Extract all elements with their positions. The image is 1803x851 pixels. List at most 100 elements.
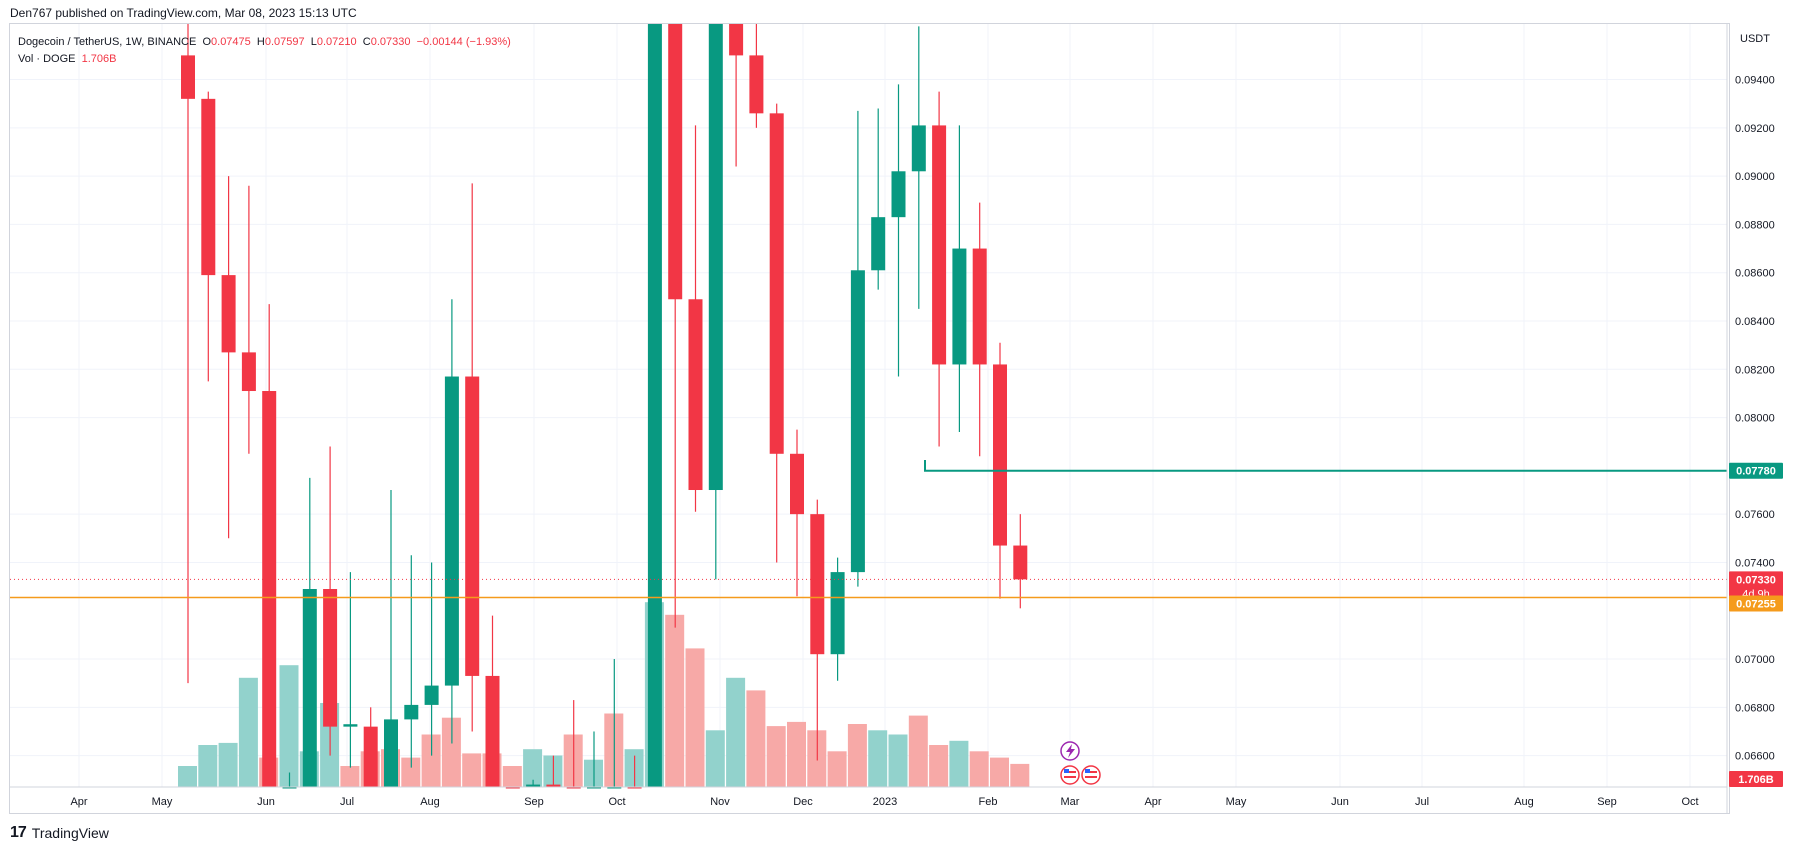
x-tick-label: Nov [710, 796, 730, 808]
flag-stripe [1085, 771, 1097, 773]
volume-bar [868, 730, 888, 787]
volume-price-tag-bg [1729, 771, 1783, 787]
resistance-price-tag: 0.07780 [1736, 466, 1776, 478]
candle-body [343, 724, 358, 727]
x-tick-label: Sep [524, 796, 544, 808]
candle-body [952, 248, 967, 365]
candle-body [972, 248, 987, 365]
x-tick-label: Apr [1144, 796, 1161, 808]
x-tick-label: Jul [1415, 796, 1429, 808]
y-tick-label: 0.09400 [1735, 75, 1775, 87]
us-flag-event-icon [1081, 765, 1101, 785]
candle-body [932, 125, 947, 365]
candle-body [830, 572, 845, 655]
candle-body [444, 376, 459, 686]
lightning-bolt-icon [1066, 744, 1075, 758]
candle-body [181, 55, 195, 99]
candle-body [282, 787, 297, 789]
close-label: C [362, 36, 371, 48]
x-tick-label: Jun [1331, 796, 1349, 808]
y-tick-label: 0.07600 [1735, 509, 1775, 521]
resistance-price-tag-bg [1729, 462, 1783, 479]
volume-bar [665, 614, 685, 787]
candle-body [546, 784, 561, 787]
candle-body [607, 787, 622, 789]
volume-bar [787, 721, 806, 787]
candle-body [384, 719, 398, 787]
candle-body [708, 24, 723, 491]
x-tick-label: Oct [608, 796, 625, 808]
chart-legend: Dogecoin / TetherUS, 1W, BINANCE O0.0747… [18, 34, 511, 68]
volume-bar [178, 766, 197, 787]
candle-body [221, 275, 236, 353]
candle-body [627, 787, 642, 789]
y-tick-label: 0.08400 [1735, 316, 1775, 328]
volume-price-tag: 1.706B [1738, 774, 1774, 786]
y-tick-label: 0.08800 [1735, 219, 1775, 231]
candle-body [1013, 545, 1028, 580]
volume-bar [949, 740, 969, 787]
tradingview-logo-icon: 17 [10, 824, 27, 841]
volume-bar [238, 677, 258, 787]
candle-body [850, 270, 865, 573]
support-price-tag-bg [1729, 595, 1783, 612]
candle-body [323, 589, 338, 727]
flag-canton [1064, 769, 1069, 773]
flag-stripe [1064, 771, 1076, 773]
event-markers [1060, 741, 1101, 785]
volume-bar [929, 745, 949, 787]
volume-bar [401, 757, 421, 787]
y-tick-label: 0.07400 [1735, 557, 1775, 569]
support-price-tag: 0.07255 [1736, 598, 1776, 610]
volume-bar [746, 690, 766, 787]
volume-bar [908, 715, 928, 787]
volume-bar [502, 766, 522, 787]
x-tick-label: Oct [1681, 796, 1698, 808]
candle-body [769, 113, 784, 454]
candle-body [647, 24, 662, 787]
volume-bar [421, 734, 441, 787]
volume-bar [969, 751, 989, 787]
candles [181, 24, 1028, 789]
flag-canton [1085, 769, 1090, 773]
x-tick-label: Jul [340, 796, 354, 808]
candle-body [790, 453, 804, 515]
levels [10, 460, 1727, 599]
candle-body [526, 784, 541, 787]
candle-body [404, 704, 419, 720]
grid [10, 24, 1727, 787]
candle-body [302, 589, 317, 787]
publish-info: Den767 published on TradingView.com, Mar… [10, 6, 357, 20]
volume-bar [705, 730, 725, 787]
axes: 0.09400 0.09200 0.09000 0.08800 0.08600 0.084… [10, 24, 1783, 813]
y-tick-label: 0.08000 [1735, 413, 1775, 425]
brand-name: TradingView [31, 825, 109, 841]
candle-body [485, 675, 500, 787]
x-tick-label: Aug [1514, 796, 1534, 808]
footer-brand[interactable]: 17 TradingView [10, 824, 109, 842]
low-value: 0.07210 [316, 36, 357, 48]
volume-bar [218, 742, 238, 787]
y-tick-label: 0.09200 [1735, 123, 1775, 135]
candle-body [891, 171, 906, 218]
currency-label: USDT [1740, 33, 1770, 45]
volume-bar [279, 665, 299, 787]
y-tick-label: 0.09000 [1735, 171, 1775, 183]
high-label: H [256, 36, 265, 48]
x-tick-label: Jun [257, 796, 275, 808]
candle-body [749, 55, 764, 114]
candle-body [424, 685, 439, 705]
x-tick-label: Mar [1061, 796, 1080, 808]
x-tick-label: May [152, 796, 173, 808]
candle-body [871, 217, 886, 271]
candle-body [688, 299, 703, 491]
close-value: 0.07330 [370, 36, 411, 48]
chart-frame [9, 23, 1730, 814]
symbol-title[interactable]: Dogecoin / TetherUS, 1W, BINANCE [18, 36, 197, 48]
change-value: −0.00144 (−1.93%) [416, 36, 511, 48]
candle-body [668, 24, 683, 300]
y-tick-label: 0.07000 [1735, 654, 1775, 666]
volume-bar [766, 726, 786, 787]
volume-label[interactable]: Vol · DOGE [18, 53, 76, 65]
